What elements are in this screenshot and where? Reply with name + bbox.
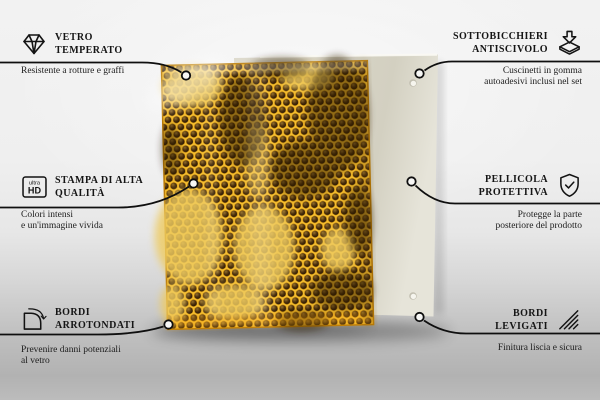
connector-dot: [406, 176, 417, 187]
shield-check-icon: [556, 172, 582, 199]
feature-description: Resistente a rotture e graffi: [21, 66, 216, 77]
feature-polished-edges: BORDI LEVIGATI Finitura liscia e sicura: [387, 306, 600, 354]
desc-line: Finitura liscia e sicura: [497, 343, 582, 353]
desc-line: autoadesivi inclusi nel set: [484, 76, 582, 87]
feature-rounded-edges: BORDI ARROTONDATI Prevenire danni potenz…: [0, 305, 216, 366]
title-line: BORDI: [512, 307, 548, 319]
title-line: PELLICOLA: [485, 173, 548, 185]
connector-lines: [0, 60, 600, 336]
desc-line: posteriore del prodotto: [495, 220, 582, 231]
feature-description: Cuscinetti in gomma autoadesivi inclusi …: [387, 66, 582, 87]
connector-dot: [180, 70, 192, 81]
title-line: ARROTONDATI: [55, 319, 136, 331]
coaster-stack-icon: [556, 29, 582, 56]
desc-line: Resistente a rotture e graffi: [21, 66, 125, 76]
title-line: QUALITÀ: [55, 187, 105, 199]
connector-mid-left: [0, 185, 190, 209]
feature-tempered-glass: VETRO TEMPERATO Resistente a rotture e g…: [0, 30, 216, 77]
feature-description: Finitura liscia e sicura: [387, 343, 582, 354]
title-line: TEMPERATO: [55, 44, 123, 56]
glass-reflections: [148, 58, 374, 329]
feature-antislip-coasters: SOTTOBICCHIERI ANTISCIVOLO Cuscinetti in…: [387, 29, 600, 87]
feature-description: Protegge la parte posteriore del prodott…: [387, 210, 582, 231]
desc-line: Colori intensi: [21, 210, 73, 220]
title-line: STAMPA DI ALTA: [55, 174, 144, 186]
diamond-icon: [21, 30, 47, 57]
feature-title: BORDI LEVIGATI: [387, 307, 548, 333]
title-line: ANTISCIVOLO: [472, 43, 548, 55]
glass-board: [148, 55, 375, 332]
title-line: BORDI: [55, 306, 91, 318]
desc-line: al vetro: [21, 355, 50, 366]
connector-dots: [163, 68, 425, 330]
polished-edge-icon: [556, 306, 582, 333]
desc-line: Prevenire danni potenziali: [21, 345, 121, 355]
hd-label: HD: [27, 185, 41, 195]
feature-protective-film: PELLICOLA PROTETTIVA Protegge la parte p…: [387, 172, 600, 231]
desc-line: e un'immagine vivida: [21, 220, 103, 231]
connector-dot: [188, 178, 199, 189]
feature-description: Prevenire danni potenziali al vetro: [21, 345, 216, 366]
title-line: PROTETTIVA: [478, 186, 548, 198]
feature-title: PELLICOLA PROTETTIVA: [387, 173, 548, 199]
title-line: SOTTOBICCHIERI: [452, 30, 548, 42]
backing-panel-shadow: [434, 62, 443, 314]
ultra-label: ultra: [28, 180, 40, 186]
rounded-corner-icon: [21, 305, 47, 332]
feature-title: STAMPA DI ALTA QUALITÀ: [55, 174, 143, 200]
desc-line: Protegge la parte: [517, 210, 582, 220]
feature-title: SOTTOBICCHIERI ANTISCIVOLO: [387, 30, 548, 56]
mounting-hole-top: [409, 79, 417, 87]
connector-mid-right: [414, 184, 600, 205]
connector-bottom-right: [423, 319, 600, 335]
title-line: VETRO: [55, 31, 93, 43]
ultra-hd-icon: ultra HD: [21, 173, 47, 200]
backing-top-highlight: [259, 53, 438, 58]
connector-top-right: [423, 60, 600, 72]
feature-title: BORDI ARROTONDATI: [55, 306, 135, 332]
mounting-hole-bottom: [409, 292, 417, 300]
connector-dot: [163, 319, 174, 330]
connector-bottom-left: [0, 325, 164, 336]
title-line: LEVIGATI: [495, 320, 548, 332]
connector-dot: [414, 311, 425, 323]
desc-line: Cuscinetti in gomma: [502, 66, 582, 76]
feature-print-quality: ultra HD STAMPA DI ALTA QUALITÀ Colori i…: [0, 173, 216, 231]
feature-title: VETRO TEMPERATO: [55, 31, 123, 57]
connector-dot: [414, 68, 425, 79]
feature-description: Colori intensi e un'immagine vivida: [21, 210, 216, 231]
connector-top-left: [0, 61, 182, 74]
